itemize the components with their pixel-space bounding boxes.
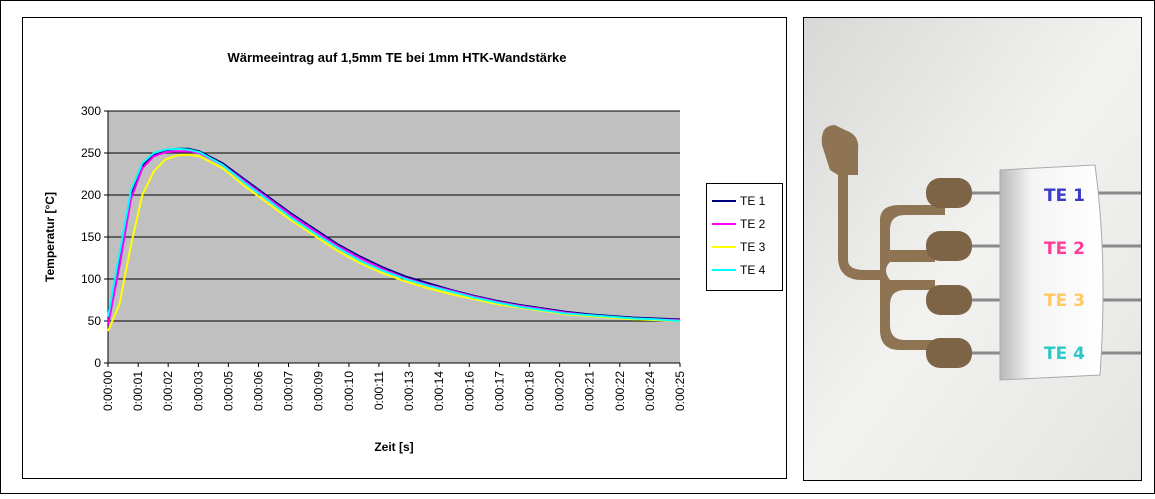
y-tick-label: 50 bbox=[88, 314, 102, 328]
x-tick-label: 0:00:22 bbox=[613, 371, 627, 411]
x-tick-label: 0:00:11 bbox=[372, 371, 386, 410]
chart-title: Wärmeeintrag auf 1,5mm TE bei 1mm HTK-Wa… bbox=[227, 50, 566, 65]
x-axis-label: Zeit [s] bbox=[374, 440, 413, 454]
x-tick-label: 0:00:05 bbox=[221, 371, 235, 411]
photo-label: TE 1 bbox=[1044, 186, 1085, 206]
legend-label: TE 2 bbox=[740, 217, 766, 231]
x-tick-label: 0:00:01 bbox=[131, 371, 145, 411]
x-tick-label: 0:00:25 bbox=[673, 371, 687, 411]
x-tick-label: 0:00:16 bbox=[462, 371, 476, 411]
photo-label: TE 4 bbox=[1044, 344, 1085, 364]
x-tick-label: 0:00:03 bbox=[191, 371, 205, 411]
x-tick-label: 0:00:06 bbox=[252, 371, 266, 411]
y-tick-label: 0 bbox=[94, 356, 101, 370]
y-tick-label: 300 bbox=[81, 104, 101, 118]
x-tick-label: 0:00:00 bbox=[101, 371, 115, 411]
x-tick-label: 0:00:09 bbox=[312, 371, 326, 411]
y-tick-label: 200 bbox=[81, 188, 101, 202]
x-tick-label: 0:00:24 bbox=[643, 371, 657, 411]
x-tick-label: 0:00:17 bbox=[492, 371, 506, 411]
photo-label: TE 2 bbox=[1044, 239, 1085, 259]
screen: Wärmeeintrag auf 1,5mm TE bei 1mm HTK-Wa… bbox=[0, 0, 1155, 494]
x-tick-label: 0:00:13 bbox=[402, 371, 416, 411]
legend-label: TE 1 bbox=[740, 194, 766, 208]
x-tick-label: 0:00:02 bbox=[161, 371, 175, 411]
photo-label: TE 3 bbox=[1044, 291, 1085, 311]
x-tick-label: 0:00:20 bbox=[553, 371, 567, 411]
x-tick-label: 0:00:14 bbox=[432, 371, 446, 411]
legend-label: TE 4 bbox=[740, 263, 766, 277]
y-tick-label: 250 bbox=[81, 146, 101, 160]
y-tick-label: 150 bbox=[81, 230, 101, 244]
legend-label: TE 3 bbox=[740, 240, 766, 254]
y-tick-label: 100 bbox=[81, 272, 101, 286]
y-axis-label: Temperatur [°C] bbox=[43, 192, 57, 282]
x-tick-label: 0:00:18 bbox=[522, 371, 536, 411]
x-tick-label: 0:00:07 bbox=[282, 371, 296, 411]
photo: TE 1 TE 2 TE 3 TE 4 bbox=[804, 18, 1142, 481]
x-tick-label: 0:00:10 bbox=[342, 371, 356, 411]
legend: TE 1 TE 2 TE 3 TE 4 bbox=[707, 184, 783, 291]
x-tick-label: 0:00:21 bbox=[583, 371, 597, 411]
